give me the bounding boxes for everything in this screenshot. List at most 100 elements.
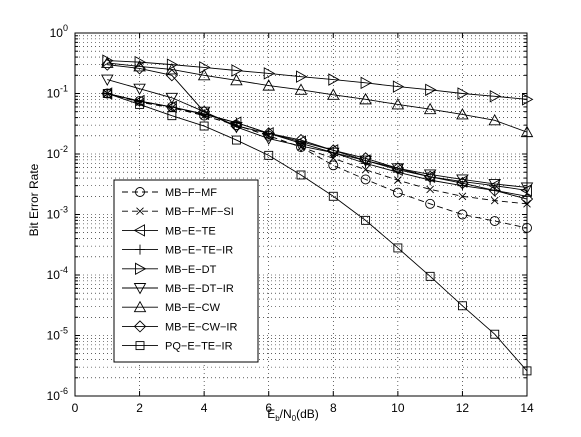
data-point [457, 209, 468, 220]
data-point [166, 58, 179, 71]
data-point [101, 58, 114, 71]
data-point [488, 184, 501, 197]
legend-label: MB−E−TE [165, 225, 216, 237]
data-point [490, 196, 499, 205]
data-point [198, 105, 211, 118]
data-point [426, 185, 434, 194]
legend-label: MB−E−TE−IR [165, 245, 233, 257]
data-point [457, 301, 467, 311]
data-point [133, 83, 146, 96]
data-point [394, 176, 402, 184]
data-point [391, 162, 404, 175]
data-point [359, 92, 372, 105]
data-point [489, 90, 502, 103]
legend-marker [133, 224, 145, 237]
data-point [424, 170, 437, 183]
data-point [328, 73, 340, 86]
data-point [423, 102, 437, 115]
series-layer [100, 54, 534, 376]
legend-marker [136, 207, 144, 216]
data-point [102, 89, 112, 98]
legend-label: MB−F−MF−SI [165, 206, 234, 218]
x-tick-label: 12 [456, 401, 470, 415]
data-point [359, 152, 372, 165]
data-point [165, 62, 179, 75]
y-tick-label: 10-2 [47, 144, 68, 161]
data-point [360, 174, 371, 185]
tick-label-layer: 0 2 4 6 8 10 12 14 100 10-1 10-2 10-3 10-4 10-5 10-6 [47, 23, 534, 415]
legend-marker [133, 320, 147, 333]
grid [75, 33, 527, 396]
data-point [391, 97, 405, 110]
data-point [231, 135, 241, 145]
data-point [230, 119, 243, 133]
y-tick-label: 10-4 [47, 265, 68, 282]
legend-marker [135, 262, 147, 276]
data-point [423, 169, 437, 181]
data-point [327, 144, 340, 157]
series-line [107, 93, 528, 372]
data-point [231, 64, 243, 77]
data-point [165, 92, 179, 105]
data-point [488, 178, 501, 191]
data-point [456, 108, 469, 120]
data-point [294, 133, 308, 147]
legend-marker [135, 341, 145, 351]
data-point [263, 67, 276, 80]
x-tick-label: 6 [265, 401, 272, 415]
data-point [361, 215, 371, 225]
data-point [262, 79, 275, 91]
data-point [133, 62, 146, 75]
y-tick-label: 100 [50, 23, 68, 40]
x-tick-label: 4 [201, 401, 208, 415]
data-point [393, 243, 403, 253]
data-point [327, 88, 340, 100]
data-point [262, 127, 275, 140]
legend-label: MB−E−DT [165, 264, 217, 276]
data-point [425, 198, 436, 209]
x-tick-label: 8 [330, 401, 337, 415]
series-line [107, 93, 528, 191]
legend-marker [133, 283, 147, 295]
data-point [392, 80, 405, 93]
data-point [101, 74, 114, 86]
legend-label: MB−E−CW [165, 302, 221, 314]
series-line [107, 64, 528, 200]
data-point [456, 176, 469, 190]
data-point [262, 133, 275, 145]
data-point [134, 55, 147, 69]
legend-label: MB−E−CW−IR [165, 321, 237, 333]
data-point [361, 165, 370, 174]
data-point [488, 113, 501, 126]
series-5 [102, 54, 534, 106]
x-tick-label: 0 [72, 401, 79, 415]
data-point [296, 170, 306, 180]
plot-frame [74, 32, 528, 397]
data-point [135, 99, 145, 109]
data-point [490, 329, 500, 339]
y-tick-label: 10-6 [47, 386, 68, 403]
data-point [294, 141, 308, 153]
legend-label: MB−F−MF [165, 187, 217, 199]
series-9 [102, 89, 532, 376]
data-point [167, 111, 177, 121]
data-point [165, 69, 178, 82]
x-tick-label: 10 [391, 401, 405, 415]
data-point [425, 271, 435, 281]
x-tick-label: 2 [136, 401, 143, 415]
data-point [457, 87, 469, 100]
series-7 [101, 56, 534, 138]
y-axis-label: Bit Error Rate [27, 163, 41, 236]
data-point [230, 121, 243, 134]
legend-marker [135, 187, 145, 197]
data-point [489, 216, 500, 226]
legend-label: MB−E−DT−IR [165, 283, 234, 295]
series-line [107, 93, 528, 205]
data-point [264, 150, 274, 160]
data-point [392, 167, 403, 178]
legend-label: PQ−E−TE−IR [165, 341, 233, 353]
legend-marker [135, 244, 145, 255]
y-tick-label: 10-5 [47, 326, 68, 343]
data-point [230, 73, 243, 86]
